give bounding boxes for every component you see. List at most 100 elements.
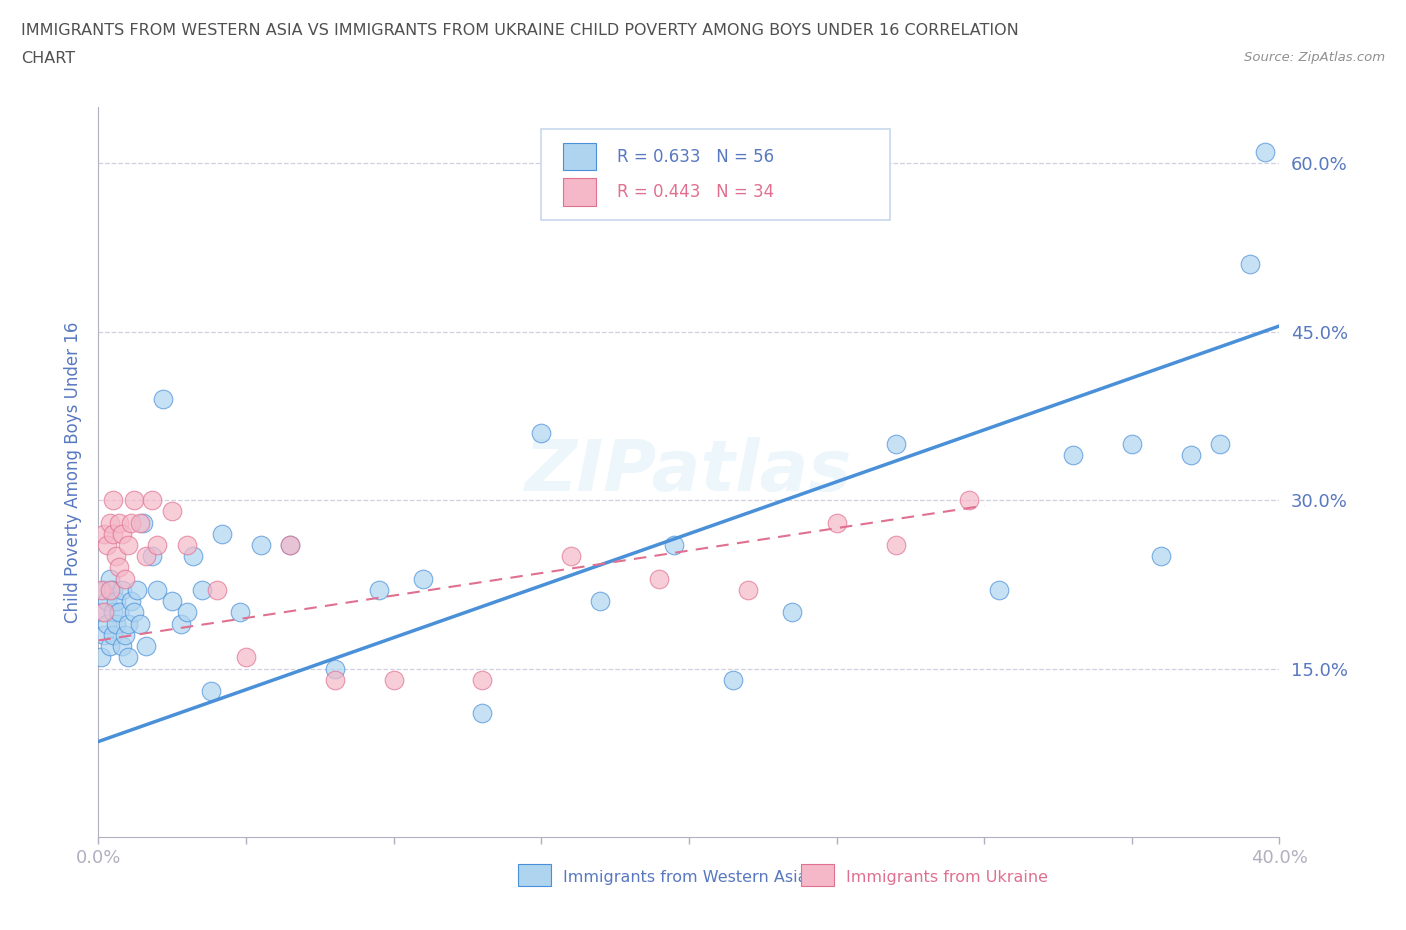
Point (98, 639, 121, 654)
Point (96, 593, 118, 608)
Point (128, 515, 150, 530)
Text: Immigrants from Ukraine: Immigrants from Ukraine (846, 870, 1047, 884)
Point (103, 604, 125, 619)
Point (103, 582, 125, 597)
Point (117, 538, 139, 552)
Point (723, 672, 745, 687)
Point (1254, 144, 1277, 159)
Bar (801, 864, 834, 886)
Point (90, 650, 112, 665)
Point (146, 538, 169, 552)
Point (122, 493, 145, 508)
Point (560, 549, 582, 564)
Point (120, 515, 142, 530)
Point (181, 549, 204, 564)
Point (191, 582, 214, 597)
Point (111, 639, 134, 654)
Point (229, 604, 252, 619)
Point (1180, 447, 1202, 462)
Point (382, 672, 405, 687)
Point (120, 593, 142, 608)
Point (959, 493, 981, 508)
Point (105, 593, 128, 608)
Point (96, 538, 118, 552)
Point (117, 617, 139, 631)
Point (1239, 257, 1261, 272)
Point (1209, 436, 1232, 451)
Point (235, 650, 257, 665)
Text: R = 0.443   N = 34: R = 0.443 N = 34 (617, 182, 775, 201)
Point (884, 436, 907, 451)
Point (93, 628, 115, 643)
Point (98, 571, 121, 586)
Point (90, 582, 112, 597)
Point (93, 526, 115, 541)
Point (205, 582, 228, 597)
Point (884, 538, 907, 552)
Point (825, 515, 848, 530)
Point (589, 593, 612, 608)
Point (323, 672, 346, 687)
Point (103, 526, 125, 541)
Point (200, 684, 222, 698)
Point (176, 604, 198, 619)
Point (135, 549, 157, 564)
Point (105, 549, 128, 564)
Point (122, 604, 145, 619)
Text: IMMIGRANTS FROM WESTERN ASIA VS IMMIGRANTS FROM UKRAINE CHILD POVERTY AMONG BOYS: IMMIGRANTS FROM WESTERN ASIA VS IMMIGRAN… (21, 23, 1019, 38)
Point (141, 493, 163, 508)
Point (664, 538, 686, 552)
Point (103, 628, 125, 643)
Point (1150, 549, 1173, 564)
Point (114, 628, 136, 643)
Point (471, 672, 494, 687)
Point (412, 571, 434, 586)
Point (111, 526, 134, 541)
Point (280, 538, 302, 552)
Point (96, 617, 118, 631)
Text: Immigrants from Western Asia: Immigrants from Western Asia (562, 870, 807, 884)
Text: R = 0.633   N = 56: R = 0.633 N = 56 (617, 148, 775, 166)
Point (98, 582, 121, 597)
Point (211, 526, 233, 541)
Point (170, 617, 193, 631)
Text: ZIPatlas: ZIPatlas (526, 437, 852, 507)
Y-axis label: Child Poverty Among Boys Under 16: Child Poverty Among Boys Under 16 (65, 321, 83, 623)
Point (108, 515, 131, 530)
Point (280, 538, 302, 552)
Point (323, 661, 346, 676)
Point (988, 582, 1011, 597)
Bar (562, 142, 596, 170)
Point (1062, 447, 1084, 462)
FancyBboxPatch shape (541, 129, 890, 220)
Point (176, 538, 198, 552)
Point (250, 538, 273, 552)
Point (782, 604, 804, 619)
Bar (562, 178, 596, 206)
Point (103, 493, 125, 508)
Point (108, 560, 131, 575)
Bar (517, 864, 551, 886)
Point (93, 604, 115, 619)
Point (162, 504, 183, 519)
Point (128, 617, 150, 631)
Text: CHART: CHART (21, 51, 75, 66)
Point (530, 425, 553, 440)
Point (114, 571, 136, 586)
Point (98, 515, 121, 530)
Point (152, 392, 174, 406)
Point (105, 617, 128, 631)
Point (146, 582, 169, 597)
Point (471, 706, 494, 721)
Point (90, 604, 112, 619)
Point (125, 582, 148, 597)
Point (737, 582, 759, 597)
Point (648, 571, 671, 586)
Point (135, 639, 157, 654)
Point (108, 604, 131, 619)
Point (93, 582, 115, 597)
Point (111, 582, 134, 597)
Point (162, 593, 183, 608)
Point (368, 582, 391, 597)
Text: Source: ZipAtlas.com: Source: ZipAtlas.com (1244, 51, 1385, 64)
